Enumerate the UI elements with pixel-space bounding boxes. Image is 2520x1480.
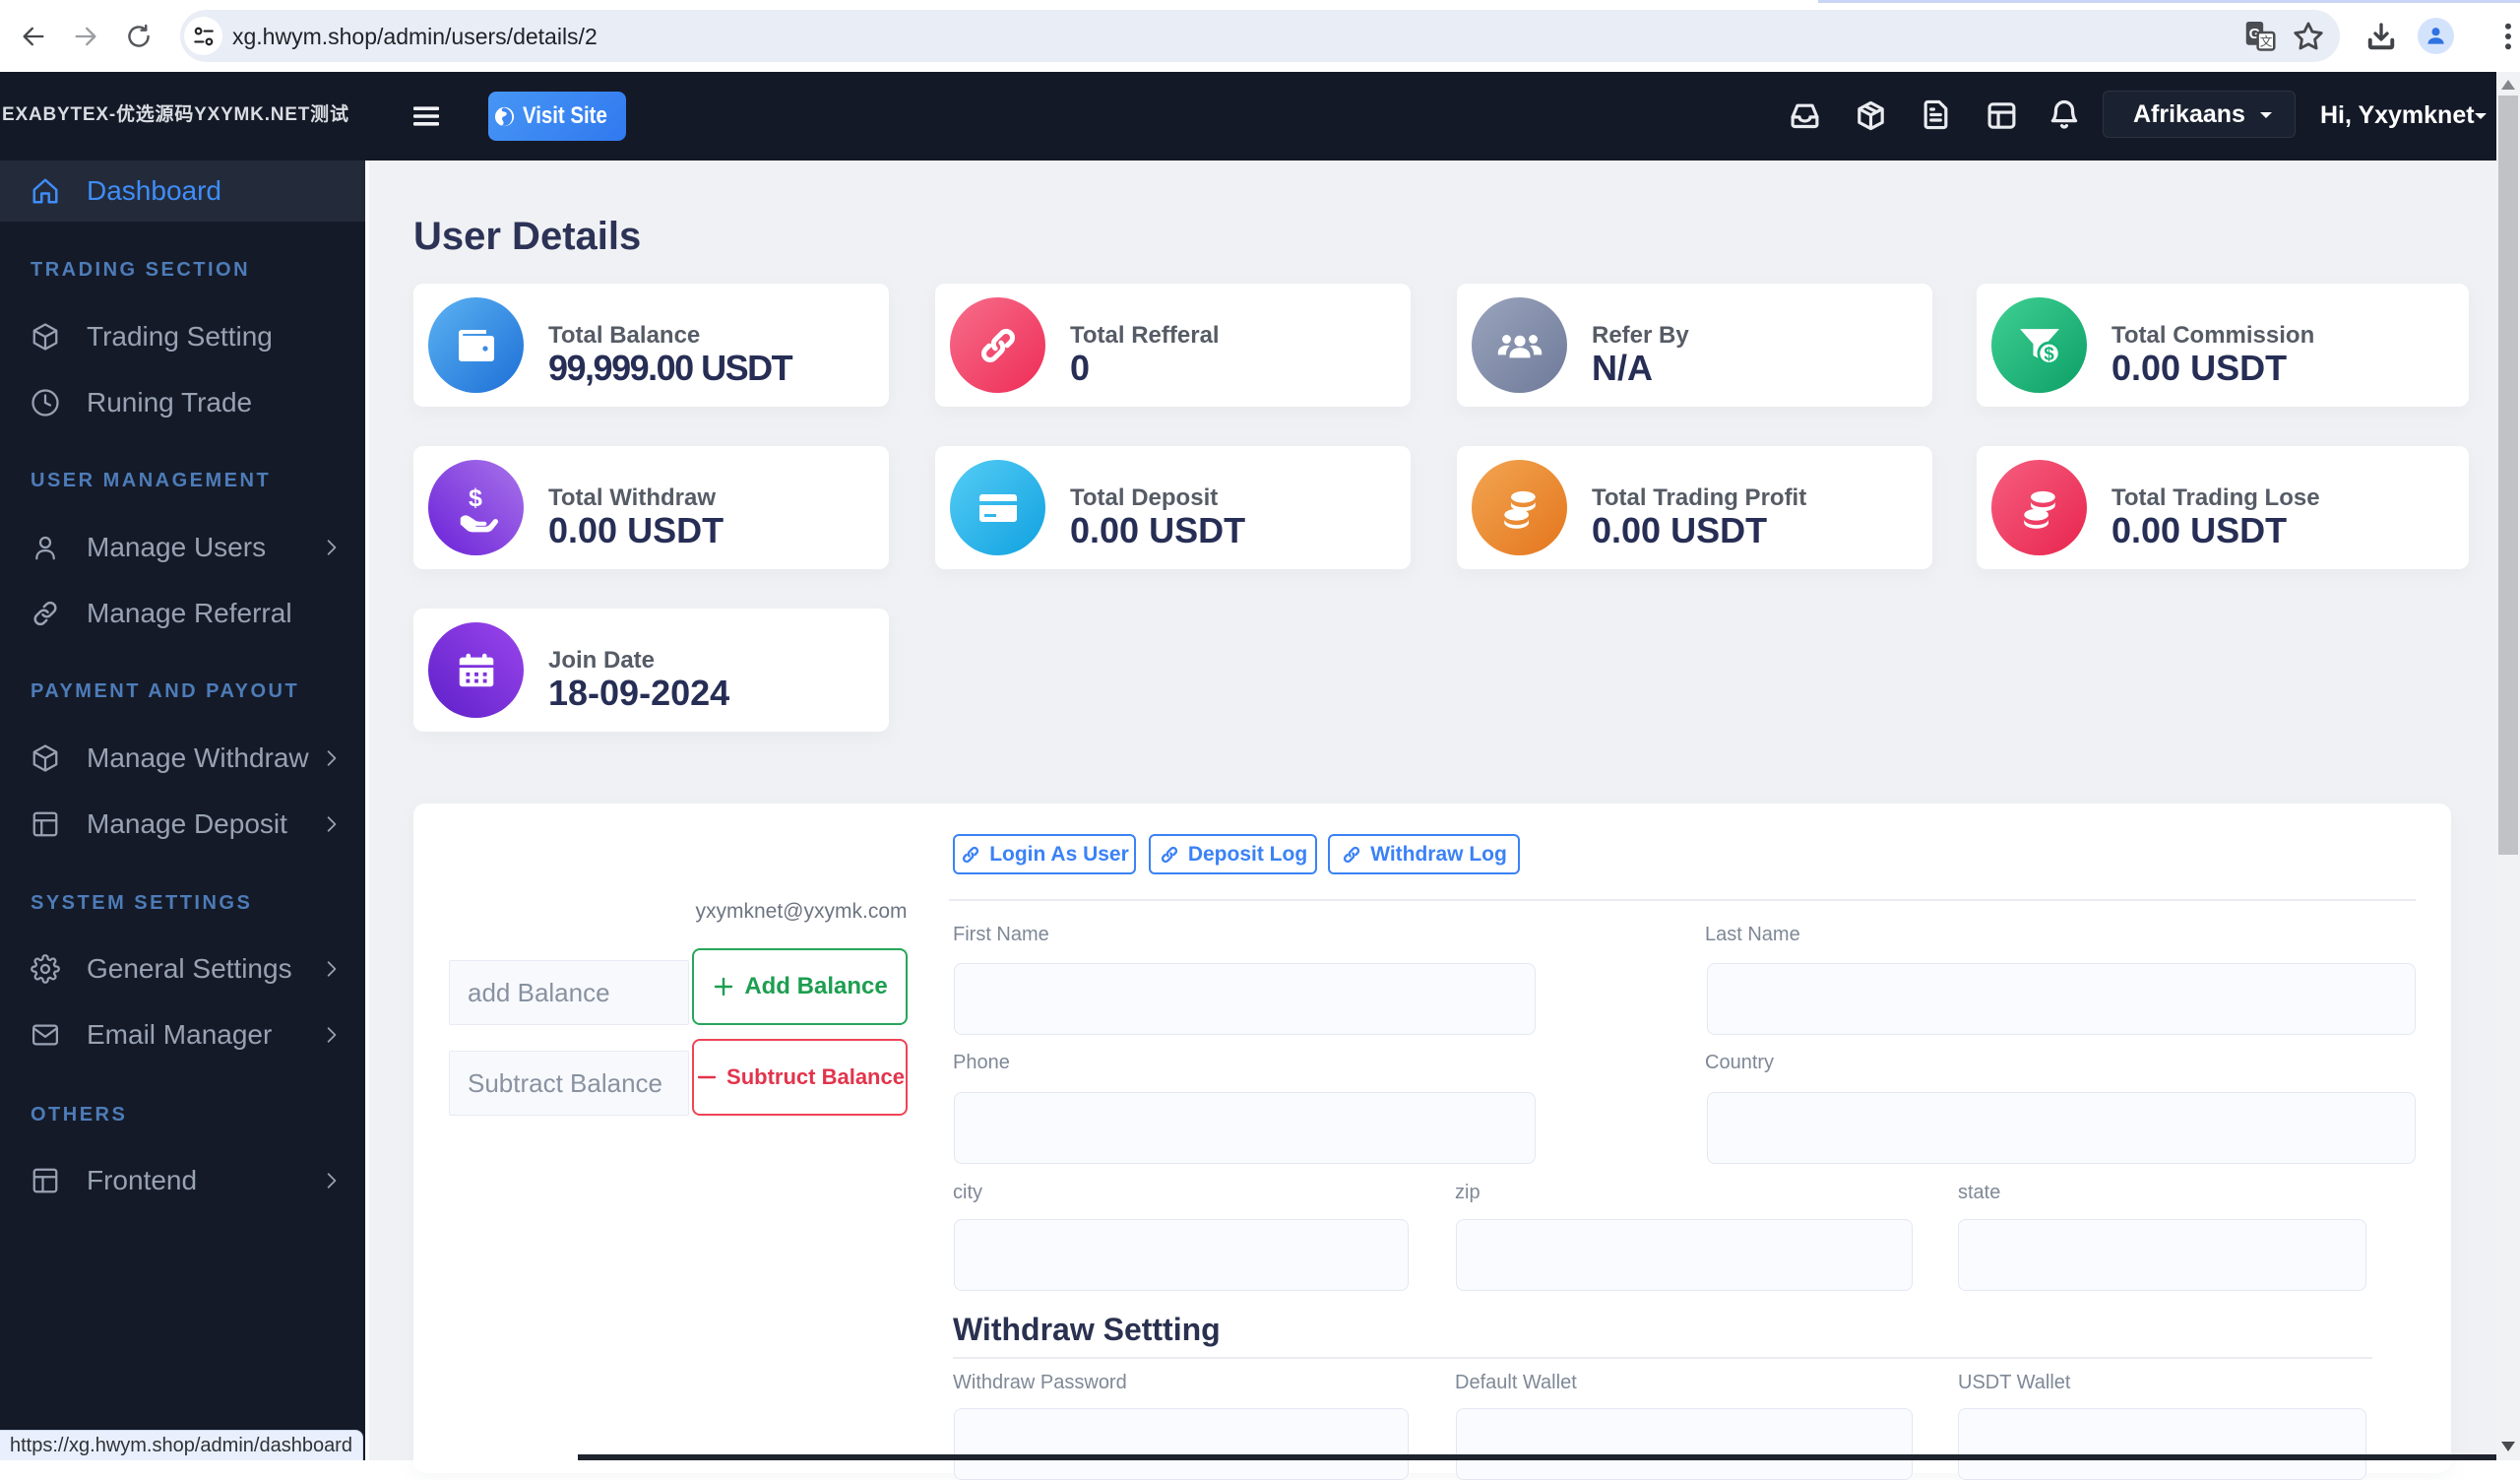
svg-text:$: $ [2044, 343, 2054, 363]
svg-text:文: 文 [2260, 35, 2273, 49]
svg-text:$: $ [469, 483, 482, 511]
svg-text:G: G [2249, 26, 2261, 42]
